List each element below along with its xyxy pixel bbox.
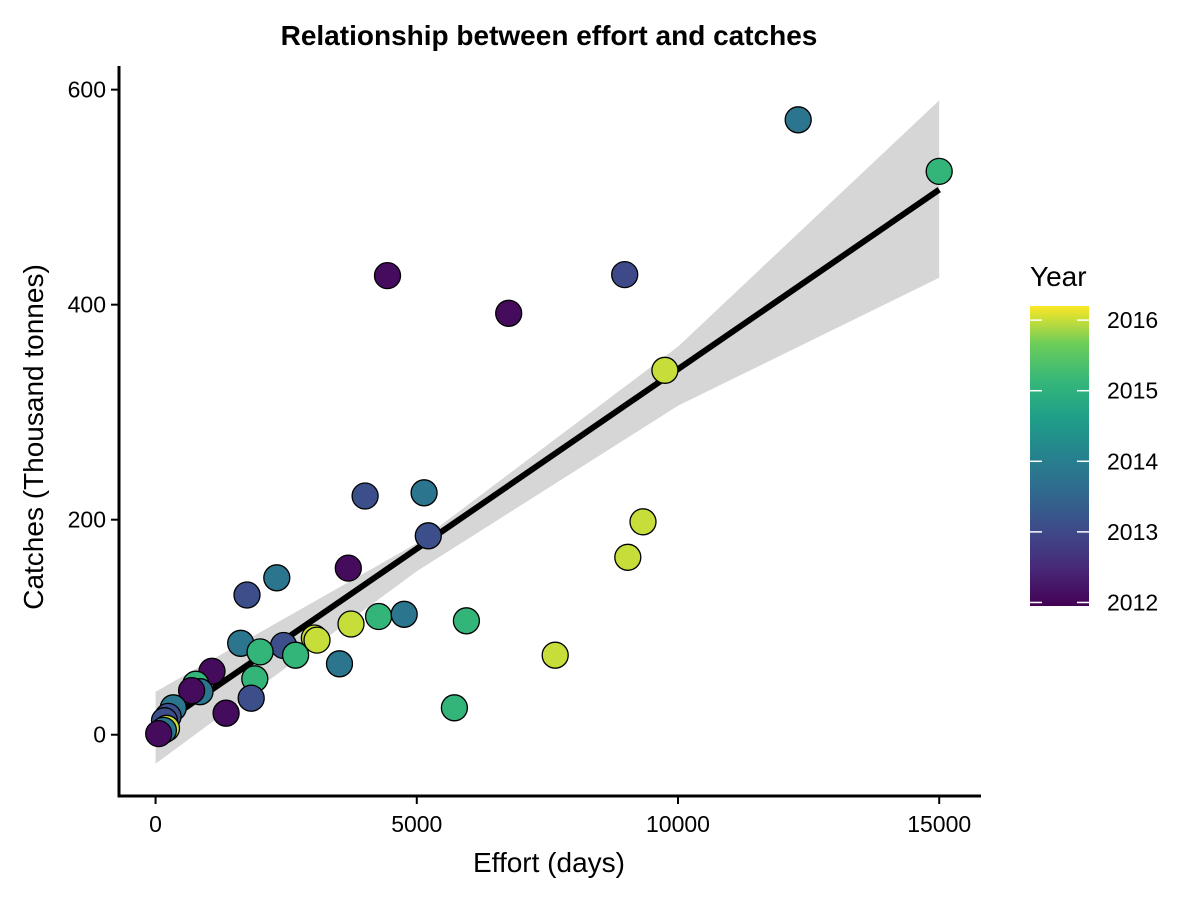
- data-point: [177, 676, 206, 705]
- colorbar-tick-label: 2015: [1107, 378, 1158, 404]
- points-layer: [145, 106, 953, 748]
- data-point: [303, 626, 331, 654]
- data-point: [337, 610, 365, 638]
- x-axis-label: Effort (days): [473, 847, 625, 878]
- y-tick-label: 0: [93, 722, 106, 748]
- data-point: [281, 641, 310, 669]
- x-tick-label: 0: [149, 811, 162, 837]
- data-point: [784, 106, 812, 134]
- data-point: [495, 299, 523, 327]
- colorbar-legend: Year 2012 2013 2014 2015 2016: [1030, 261, 1158, 615]
- data-point: [364, 602, 393, 631]
- data-point: [629, 508, 657, 536]
- x-tick-label: 5000: [391, 811, 442, 837]
- y-axis-label: Catches (Thousand tonnes): [18, 264, 49, 610]
- colorbar-tick-label: 2012: [1107, 589, 1158, 615]
- x-tick-label: 15000: [907, 811, 971, 837]
- data-point: [614, 543, 642, 571]
- colorbar: [1030, 306, 1089, 606]
- data-point: [452, 607, 481, 635]
- data-point: [212, 699, 240, 727]
- data-point: [651, 356, 679, 384]
- data-point: [145, 719, 173, 748]
- plot-area: [145, 100, 953, 764]
- data-point: [611, 260, 639, 289]
- legend-title: Year: [1030, 261, 1087, 292]
- confidence-band: [155, 100, 940, 764]
- data-point: [233, 581, 261, 609]
- data-point: [351, 482, 379, 510]
- data-point: [390, 600, 418, 628]
- data-point: [373, 261, 402, 290]
- colorbar-tick-label: 2016: [1107, 307, 1158, 333]
- data-point: [410, 479, 438, 507]
- colorbar-tick-label: 2014: [1107, 448, 1158, 474]
- data-point: [334, 554, 362, 582]
- chart-title: Relationship between effort and catches: [281, 20, 818, 51]
- y-axis-ticks: 0 200 400 600: [68, 77, 119, 748]
- x-tick-label: 10000: [646, 811, 710, 837]
- colorbar-ticks: 2012 2013 2014 2015 2016: [1030, 307, 1158, 615]
- data-point: [263, 564, 291, 592]
- y-tick-label: 600: [68, 77, 106, 103]
- data-point: [325, 650, 354, 678]
- y-tick-label: 400: [68, 292, 106, 318]
- data-point: [237, 684, 265, 712]
- data-point: [925, 157, 953, 186]
- colorbar-tick-label: 2013: [1107, 519, 1158, 545]
- data-point: [414, 522, 442, 550]
- data-point: [440, 694, 469, 722]
- x-axis-ticks: 0 5000 10000 15000: [149, 796, 971, 837]
- data-point: [246, 638, 274, 666]
- data-point: [541, 641, 569, 669]
- y-tick-label: 200: [68, 507, 106, 533]
